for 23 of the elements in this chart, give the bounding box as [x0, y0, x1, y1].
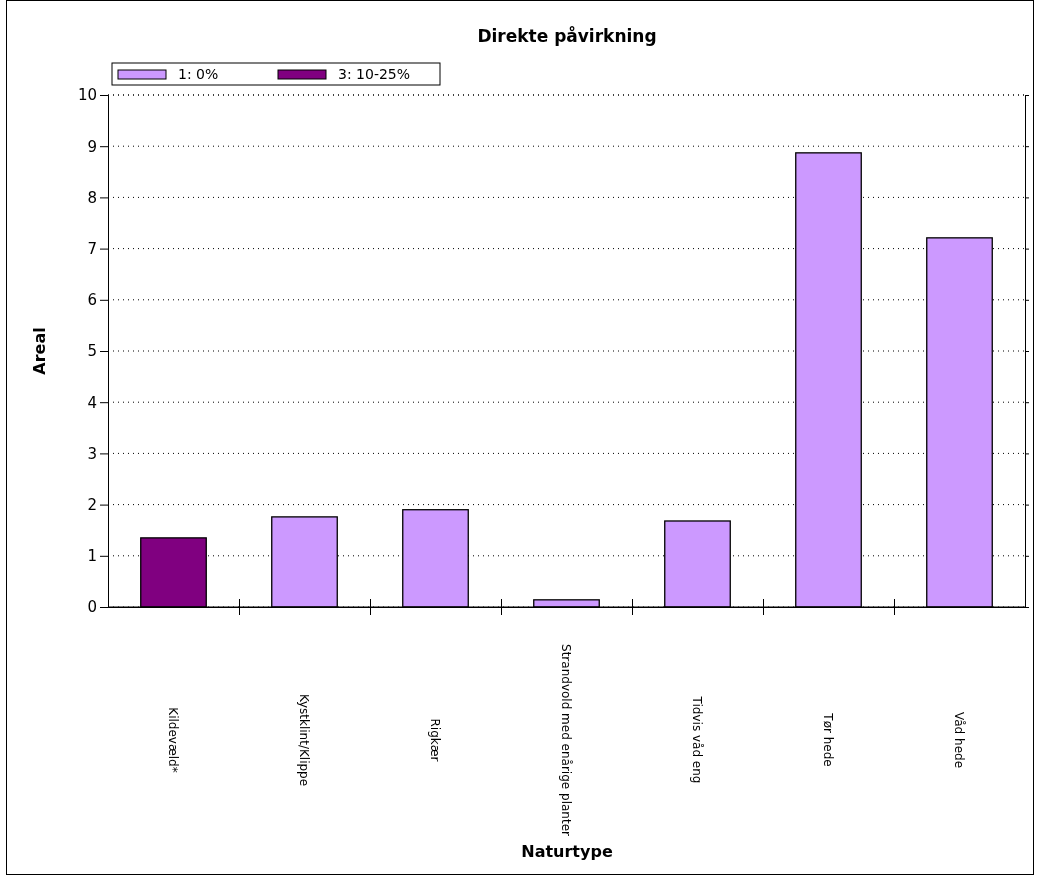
y-tick-label: 2 [87, 495, 97, 514]
x-axis-title: Naturtype [521, 842, 613, 861]
y-tick-label: 1 [87, 547, 97, 566]
legend-label: 1: 0% [178, 66, 219, 82]
y-axis-title: Areal [30, 327, 49, 375]
x-tick-label: Rigkær [427, 718, 442, 762]
y-tick-label: 3 [87, 444, 97, 463]
y-tick-label: 6 [87, 291, 97, 310]
y-tick-label: 0 [87, 598, 97, 617]
legend-label: 3: 10-25% [338, 66, 411, 82]
y-tick-label: 7 [87, 239, 97, 258]
y-tick-label: 10 [77, 86, 97, 105]
y-tick-label: 4 [87, 393, 97, 412]
x-tick-label: Våd hede [951, 711, 966, 769]
y-tick-label: 8 [87, 188, 97, 207]
x-tick-label: Kystklint/Klippe [296, 693, 311, 787]
x-tick-label: Strandvold med enårige planter [558, 644, 573, 837]
y-tick-label: 5 [87, 342, 97, 361]
x-tick-label: Tør hede [820, 712, 835, 767]
x-tick-label: Tidvis våd eng [689, 695, 704, 784]
y-tick-label: 9 [87, 137, 97, 156]
x-tick-label: Kildevæld* [165, 707, 180, 773]
chart-title: Direkte påvirkning [477, 25, 657, 46]
